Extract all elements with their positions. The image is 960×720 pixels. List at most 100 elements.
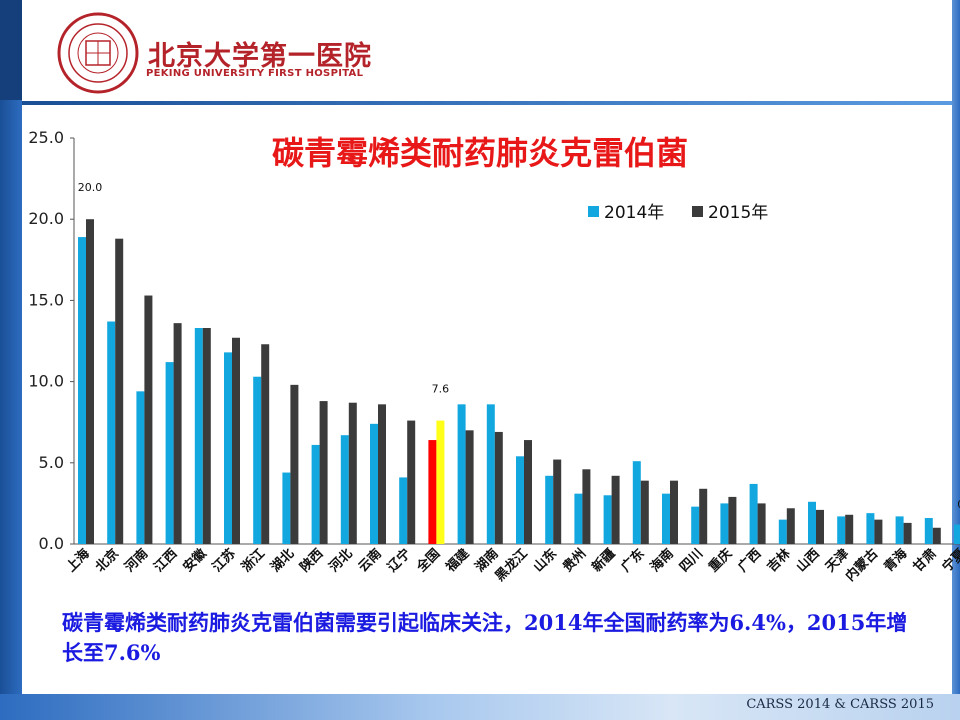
bar-2014-辽宁	[399, 477, 408, 544]
y-tick-label: 0.0	[39, 534, 64, 553]
y-tick-label: 5.0	[39, 453, 64, 472]
x-category-label: 辽宁	[384, 546, 414, 576]
bar-2014-江西	[165, 362, 174, 544]
data-label: 0.5	[957, 498, 960, 511]
x-category-label: 四川	[677, 546, 706, 575]
x-category-label: 河南	[122, 546, 152, 576]
bar-2014-全国	[428, 440, 437, 544]
bar-2015-北京	[115, 238, 124, 545]
x-category-label: 全国	[413, 546, 443, 576]
y-tick-label: 25.0	[28, 128, 64, 147]
bar-2014-河北	[340, 435, 349, 544]
bar-2014-内蒙古	[866, 513, 875, 544]
footer-source: CARSS 2014 & CARSS 2015	[746, 697, 934, 712]
x-category-label: 吉林	[764, 546, 794, 576]
bar-2014-新疆	[603, 495, 612, 544]
bar-2014-山东	[545, 475, 554, 544]
chart-legend: 2014年 2015年	[588, 203, 768, 223]
bar-2014-甘肃	[924, 518, 933, 544]
left-accent-bar-top	[0, 0, 22, 100]
bar-2014-上海	[78, 237, 86, 544]
bar-2014-福建	[457, 404, 466, 544]
x-category-label: 新疆	[589, 546, 619, 576]
header-divider	[22, 101, 952, 105]
x-category-label: 山西	[793, 546, 823, 576]
bar-2014-山西	[808, 501, 816, 544]
bar-2014-北京	[107, 321, 116, 544]
bar-2014-云南	[370, 423, 378, 544]
bar-2015-全国	[436, 420, 445, 544]
bar-2015-河北	[348, 402, 357, 544]
bar-2014-广东	[632, 461, 641, 544]
x-category-label: 贵州	[560, 546, 590, 576]
bar-2014-四川	[691, 506, 700, 544]
bar-2015-湖南	[494, 431, 503, 544]
y-tick-label: 15.0	[28, 290, 64, 309]
bar-2015-重庆	[728, 496, 737, 544]
x-category-label: 江苏	[209, 546, 239, 576]
bar-2014-江苏	[224, 352, 232, 544]
bar-2015-辽宁	[407, 420, 416, 544]
bar-2014-天津	[837, 516, 846, 544]
bar-2015-安徽	[202, 328, 211, 544]
chart-bars: 20.0 7.6 0.5	[78, 181, 960, 545]
legend-swatch-2014	[588, 206, 599, 217]
y-tick-label: 10.0	[28, 372, 64, 391]
bar-2015-浙江	[261, 344, 270, 544]
bar-2014-黑龙江	[516, 456, 524, 544]
hospital-name-cn: 北京大学第一医院	[148, 41, 372, 72]
bar-2014-重庆	[720, 503, 729, 544]
bar-2015-黑龙江	[524, 440, 532, 544]
bar-2015-广东	[640, 480, 649, 544]
data-label: 7.6	[432, 383, 450, 396]
x-category-label: 内蒙古	[842, 546, 881, 585]
bar-2014-安徽	[194, 328, 203, 544]
bar-2015-四川	[699, 488, 708, 544]
chart-title: 碳青霉烯类耐药肺炎克雷伯菌	[272, 134, 688, 172]
left-accent-bar	[0, 0, 22, 720]
footer-band	[0, 694, 960, 720]
bar-2014-海南	[662, 493, 670, 544]
bar-2015-上海	[86, 219, 94, 544]
x-category-label: 安徽	[180, 545, 210, 575]
data-label: 20.0	[78, 181, 103, 194]
bar-2015-新疆	[611, 475, 620, 544]
chart-category-labels: 上海 北京 河南 江西 安徽 江苏 浙江 湖北 陕西 河北 云南 辽宁 全国 福建 湖南黑龙江 山东 贵州 新疆广…	[63, 545, 960, 585]
bar-2014-湖南	[486, 404, 495, 544]
x-category-label: 广东	[618, 546, 648, 576]
bar-2014-宁夏	[954, 524, 960, 544]
legend-swatch-2015	[692, 206, 703, 217]
x-category-label: 上海	[63, 546, 93, 576]
x-category-label: 北京	[92, 546, 122, 576]
x-category-label: 广西	[735, 546, 765, 576]
x-category-label: 福建	[442, 546, 472, 576]
y-tick-label: 20.0	[28, 209, 64, 228]
bar-2015-山东	[553, 459, 562, 544]
bar-2014-青海	[895, 516, 904, 544]
bar-2015-海南	[670, 480, 678, 544]
bar-2015-甘肃	[932, 527, 941, 544]
x-category-label: 甘肃	[910, 546, 940, 576]
bar-2015-内蒙古	[874, 519, 883, 544]
bar-2015-江苏	[232, 337, 240, 544]
bar-2014-湖北	[282, 472, 291, 544]
x-category-label: 海南	[647, 546, 677, 576]
x-category-label: 云南	[355, 546, 385, 576]
legend-label-2015: 2015年	[708, 203, 768, 223]
x-category-label: 青海	[881, 546, 911, 576]
bar-2014-河南	[136, 391, 145, 544]
x-category-label: 陕西	[297, 546, 327, 576]
x-category-label: 宁夏	[939, 545, 960, 575]
slide-caption: 碳青霉烯类耐药肺炎克雷伯菌需要引起临床关注，2014年全国耐药率为6.4%，20…	[62, 610, 908, 665]
bar-2015-福建	[465, 430, 474, 544]
bar-2015-江西	[173, 323, 182, 544]
x-category-label: 黑龙江	[492, 546, 531, 585]
x-category-label: 山东	[530, 546, 560, 576]
x-category-label: 江西	[151, 546, 181, 576]
bar-2014-贵州	[574, 493, 583, 544]
bar-2014-陕西	[311, 444, 320, 544]
bar-2015-河南	[144, 295, 153, 544]
x-category-label: 重庆	[706, 546, 736, 576]
bar-2015-广西	[757, 503, 766, 544]
